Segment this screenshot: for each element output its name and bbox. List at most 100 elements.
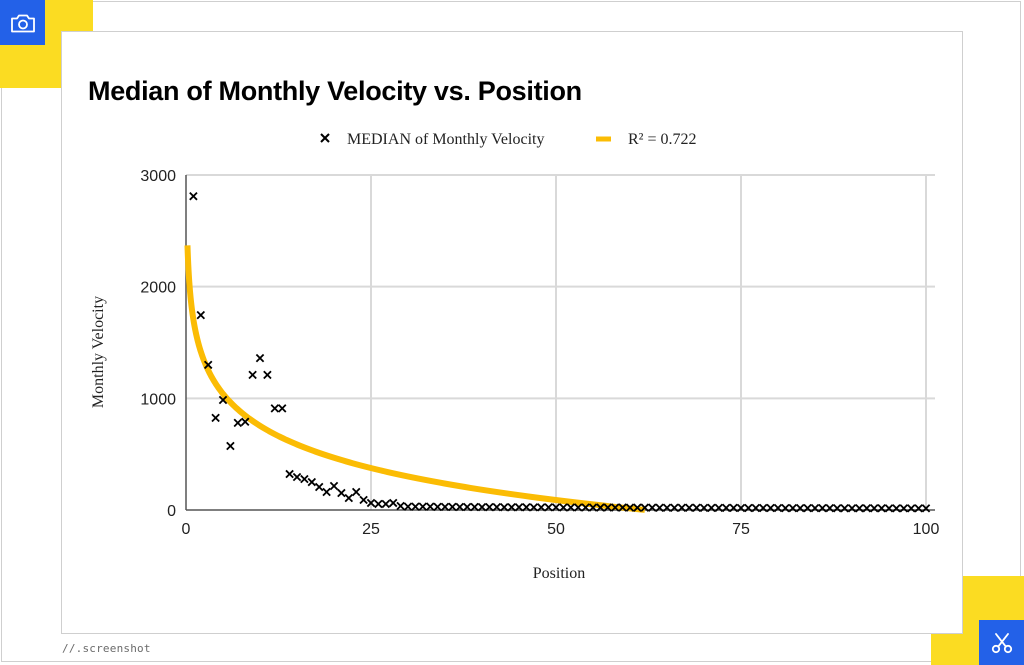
data-point[interactable]	[633, 503, 642, 512]
data-point[interactable]	[255, 353, 265, 363]
data-point[interactable]	[818, 503, 827, 513]
data-point[interactable]	[618, 503, 627, 512]
data-point[interactable]	[684, 503, 694, 513]
data-point[interactable]	[514, 502, 524, 512]
data-point[interactable]	[588, 503, 598, 512]
data-point[interactable]	[566, 503, 576, 512]
data-point[interactable]	[351, 487, 361, 497]
data-point[interactable]	[359, 495, 368, 505]
data-point[interactable]	[529, 503, 539, 512]
data-point[interactable]	[277, 404, 287, 413]
data-point[interactable]	[869, 503, 879, 513]
data-point[interactable]	[292, 472, 302, 482]
data-point[interactable]	[233, 418, 243, 428]
data-point[interactable]	[507, 502, 516, 512]
scissors-button[interactable]	[979, 620, 1024, 665]
data-point[interactable]	[773, 503, 783, 513]
data-point[interactable]	[240, 417, 250, 427]
data-point[interactable]	[840, 503, 849, 513]
data-point[interactable]	[670, 503, 679, 513]
data-point[interactable]	[892, 504, 901, 513]
data-point[interactable]	[573, 503, 583, 512]
data-point[interactable]	[470, 502, 479, 512]
data-point[interactable]	[662, 503, 672, 513]
data-point[interactable]	[403, 502, 413, 511]
data-point[interactable]	[810, 503, 820, 513]
legend-item-median[interactable]: MEDIAN of Monthly Velocity	[320, 131, 544, 148]
data-point[interactable]	[307, 477, 317, 487]
data-point[interactable]	[647, 503, 657, 512]
data-point[interactable]	[218, 395, 228, 405]
data-point[interactable]	[477, 502, 487, 512]
data-point[interactable]	[736, 503, 746, 513]
data-point[interactable]	[699, 503, 709, 513]
data-point[interactable]	[788, 503, 798, 513]
data-point[interactable]	[766, 503, 775, 513]
data-point[interactable]	[329, 481, 339, 491]
data-point[interactable]	[344, 493, 354, 503]
data-point[interactable]	[603, 503, 613, 512]
data-point[interactable]	[314, 482, 324, 492]
data-point[interactable]	[440, 502, 450, 512]
data-point[interactable]	[884, 504, 894, 513]
data-point[interactable]	[855, 503, 864, 513]
data-point[interactable]	[596, 503, 605, 512]
data-point[interactable]	[677, 503, 687, 513]
data-point[interactable]	[337, 488, 346, 498]
data-point[interactable]	[847, 503, 857, 513]
data-point[interactable]	[692, 503, 701, 513]
data-point[interactable]	[795, 503, 805, 513]
data-point[interactable]	[914, 504, 923, 513]
data-point[interactable]	[425, 502, 435, 511]
data-point[interactable]	[744, 503, 753, 513]
data-point[interactable]	[544, 503, 553, 512]
data-point[interactable]	[396, 501, 405, 511]
data-point[interactable]	[492, 502, 502, 512]
data-point[interactable]	[211, 413, 220, 423]
data-point[interactable]	[825, 503, 835, 513]
data-point[interactable]	[751, 503, 761, 513]
data-point[interactable]	[640, 503, 650, 512]
data-point[interactable]	[462, 502, 472, 512]
data-point[interactable]	[411, 502, 420, 511]
data-point[interactable]	[300, 474, 309, 484]
data-point[interactable]	[381, 499, 391, 509]
data-point[interactable]	[551, 503, 561, 512]
data-point[interactable]	[226, 441, 235, 451]
data-point[interactable]	[758, 503, 768, 513]
data-point[interactable]	[203, 360, 213, 370]
data-point[interactable]	[803, 503, 812, 513]
data-point[interactable]	[610, 503, 620, 512]
data-point[interactable]	[322, 487, 331, 497]
data-point[interactable]	[832, 503, 842, 513]
data-point[interactable]	[418, 502, 428, 511]
data-point[interactable]	[485, 502, 494, 512]
data-point[interactable]	[522, 502, 531, 512]
data-point[interactable]	[285, 469, 294, 479]
data-point[interactable]	[374, 499, 383, 509]
data-point[interactable]	[388, 498, 398, 508]
data-point[interactable]	[906, 504, 916, 513]
data-point[interactable]	[921, 504, 931, 513]
data-point[interactable]	[899, 504, 909, 513]
data-point[interactable]	[581, 503, 590, 512]
data-point[interactable]	[729, 503, 738, 513]
data-point[interactable]	[433, 502, 442, 512]
data-point[interactable]	[263, 370, 272, 380]
data-point[interactable]	[721, 503, 731, 513]
data-point[interactable]	[655, 503, 664, 513]
data-point[interactable]	[625, 503, 635, 512]
data-point[interactable]	[196, 310, 206, 320]
data-point[interactable]	[862, 503, 872, 513]
data-point[interactable]	[714, 503, 724, 513]
legend-item-trendline[interactable]: R² = 0.722	[596, 131, 697, 148]
data-point[interactable]	[189, 191, 198, 201]
data-point[interactable]	[536, 503, 546, 512]
camera-button[interactable]	[0, 0, 45, 45]
data-point[interactable]	[248, 370, 257, 380]
data-point[interactable]	[499, 502, 509, 512]
data-point[interactable]	[559, 503, 568, 512]
data-point[interactable]	[707, 503, 716, 513]
data-point[interactable]	[455, 502, 465, 512]
data-point[interactable]	[877, 503, 886, 513]
